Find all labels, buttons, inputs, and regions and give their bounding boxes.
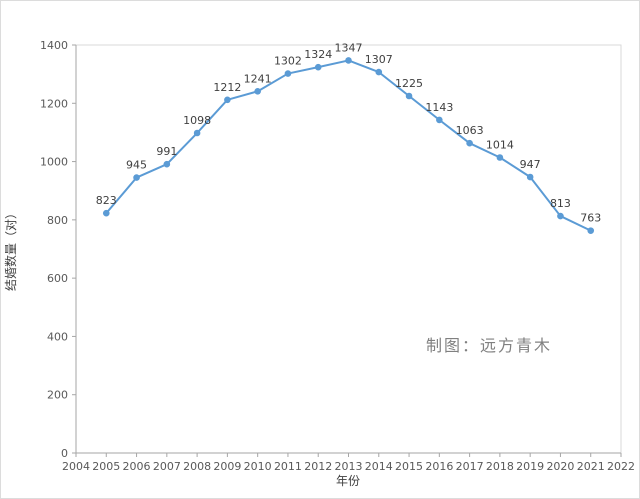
- data-label: 1098: [183, 114, 211, 127]
- x-tick-label: 2011: [274, 460, 302, 473]
- data-label: 823: [96, 194, 117, 207]
- data-label: 1063: [456, 124, 484, 137]
- y-tick-label: 0: [61, 447, 68, 460]
- x-tick-label: 2020: [546, 460, 574, 473]
- data-point: [436, 116, 443, 124]
- x-tick-label: 2005: [92, 460, 120, 473]
- x-tick-label: 2021: [577, 460, 605, 473]
- x-tick-label: 2019: [516, 460, 544, 473]
- data-point: [133, 174, 140, 181]
- data-label: 1302: [274, 55, 302, 68]
- data-label: 1225: [395, 77, 423, 90]
- data-label: 813: [550, 197, 571, 210]
- data-point: [193, 129, 201, 137]
- x-tick-label: 2018: [486, 460, 514, 473]
- y-tick-label: 1000: [40, 156, 68, 169]
- data-label: 1143: [425, 101, 453, 114]
- data-point: [466, 139, 473, 147]
- x-tick-label: 2014: [365, 460, 393, 473]
- x-tick-label: 2004: [62, 460, 90, 473]
- data-point: [254, 88, 261, 95]
- data-label: 1307: [365, 53, 393, 66]
- y-axis-title: 结婚数量（对）: [3, 207, 18, 291]
- data-point: [587, 227, 595, 234]
- x-tick-label: 2008: [183, 460, 211, 473]
- y-tick-label: 1400: [40, 39, 68, 52]
- data-point: [375, 68, 383, 76]
- data-point: [224, 96, 231, 104]
- x-tick-label: 2013: [335, 460, 363, 473]
- data-label: 947: [520, 158, 541, 171]
- x-tick-label: 2022: [607, 460, 635, 473]
- x-tick-label: 2017: [456, 460, 484, 473]
- data-point: [163, 160, 171, 168]
- x-tick-label: 2016: [425, 460, 453, 473]
- watermark-text: 制图：远方青木: [426, 336, 552, 355]
- x-axis-title: 年份: [336, 474, 360, 488]
- data-label: 1241: [244, 72, 272, 85]
- y-tick-label: 800: [47, 214, 68, 227]
- data-label: 945: [126, 159, 147, 172]
- data-point: [345, 57, 352, 64]
- x-tick-label: 2010: [244, 460, 272, 473]
- data-point: [314, 63, 322, 71]
- series-line: [105, 59, 592, 232]
- y-tick-label: 600: [47, 272, 68, 285]
- x-tick-label: 2007: [153, 460, 181, 473]
- y-tick-label: 200: [47, 389, 68, 402]
- data-label: 1212: [213, 81, 241, 94]
- data-label: 1014: [486, 138, 514, 151]
- plot-border: [75, 44, 622, 454]
- data-label: 1324: [304, 48, 332, 61]
- data-point: [557, 212, 564, 220]
- x-tick-label: 2009: [213, 460, 241, 473]
- x-tick-label: 2006: [123, 460, 151, 473]
- x-tick-label: 2012: [304, 460, 332, 473]
- y-tick-label: 400: [47, 330, 68, 343]
- data-point: [496, 154, 504, 161]
- x-tick-label: 2015: [395, 460, 423, 473]
- data-point: [284, 70, 292, 77]
- y-tick-label: 1200: [40, 97, 68, 110]
- data-point: [526, 173, 534, 181]
- data-point: [102, 209, 110, 217]
- data-label: 763: [580, 212, 601, 225]
- data-label: 1347: [335, 41, 363, 54]
- data-label: 991: [156, 145, 177, 158]
- data-point: [405, 92, 413, 100]
